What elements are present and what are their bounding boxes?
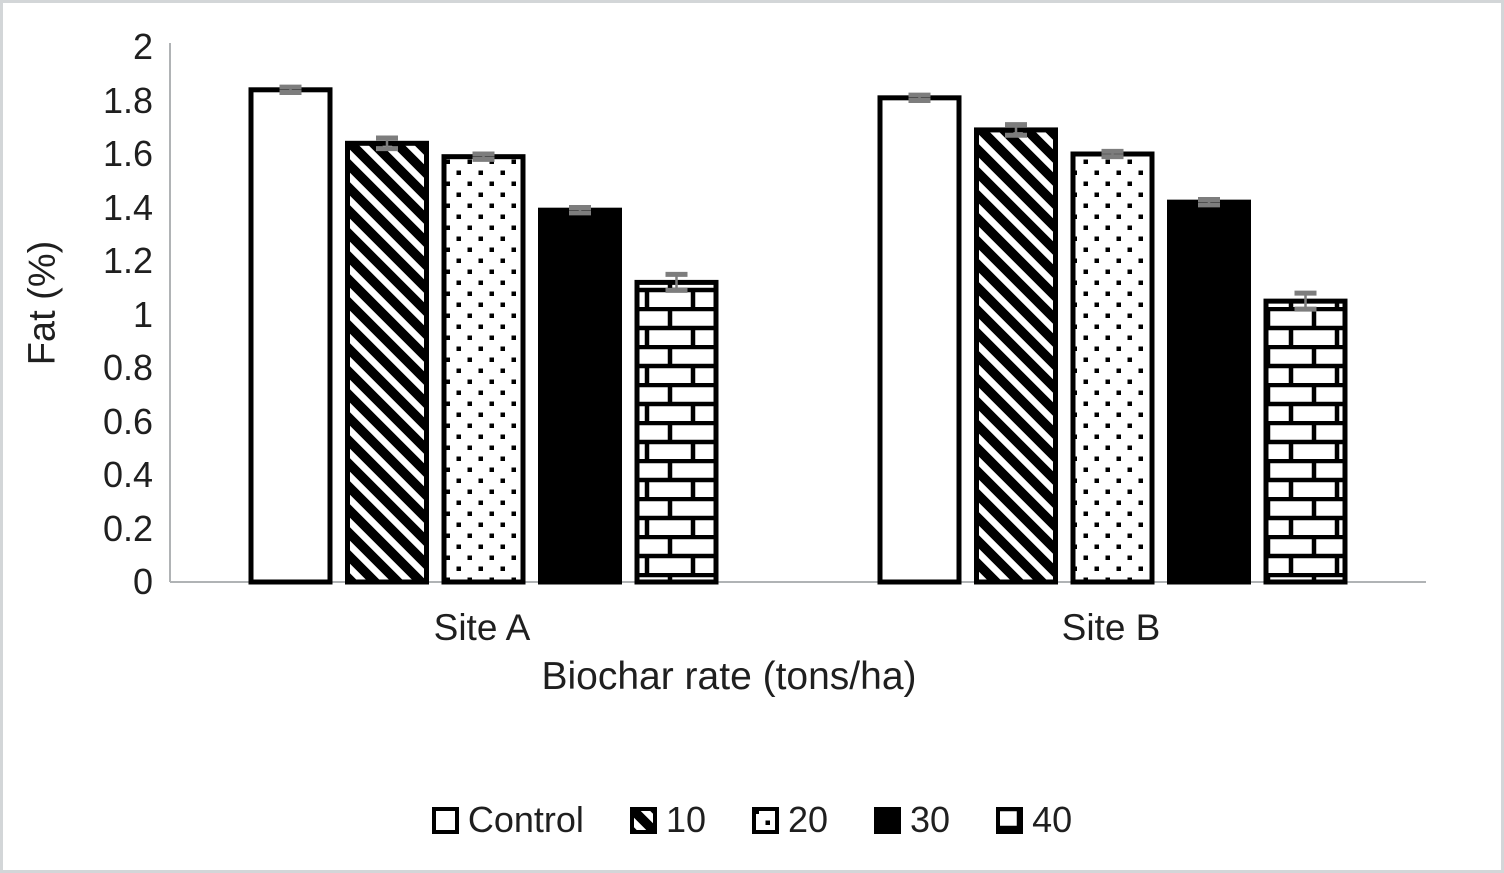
y-tick-label-0-6: 0.6 — [102, 400, 153, 442]
legend-item-30: 30 — [874, 800, 950, 840]
category-label-site-b: Site B — [1061, 607, 1161, 648]
legend-label: 40 — [1032, 799, 1073, 840]
legend-label: Control — [467, 799, 584, 840]
y-tick-label-1-2: 1.2 — [102, 240, 153, 281]
y-tick-label-1: 1 — [132, 293, 153, 335]
plot-area — [169, 43, 1426, 585]
legend-swatch-brick-icon — [996, 806, 1024, 834]
bar-site-a-10 — [345, 140, 429, 585]
y-tick-label-1-6: 1.6 — [102, 133, 153, 174]
y-tick-label-0: 0 — [132, 561, 153, 602]
legend-swatch-dots-icon — [751, 806, 779, 834]
legend-item-20: 20 — [751, 799, 829, 840]
legend-swatch-diagonal-hatch-icon — [629, 806, 657, 834]
bar-site-a-20 — [441, 154, 526, 585]
legend: Control 10 20 30 40 — [3, 800, 1501, 840]
bar-site-a-control — [248, 87, 333, 585]
legend-item-control: Control — [431, 799, 584, 840]
legend-label: 30 — [910, 799, 951, 840]
bar-site-b-20 — [1070, 151, 1155, 585]
legend-item-40: 40 — [996, 800, 1072, 840]
bar-site-a-40 — [634, 279, 719, 585]
bar-site-b-30 — [1167, 199, 1251, 585]
legend-label: 20 — [787, 799, 829, 840]
legend-item-10: 10 — [629, 799, 706, 840]
y-tick-label-1-4: 1.4 — [102, 186, 153, 228]
y-tick-label-0-4: 0.4 — [102, 454, 153, 495]
x-axis-title: Biochar rate (tons/ha) — [541, 655, 917, 698]
legend-swatch-solid-black-icon — [874, 806, 902, 834]
legend-swatch-open-white-icon — [431, 806, 459, 834]
y-tick-label-1-8: 1.8 — [102, 79, 153, 121]
bar-site-a-30 — [538, 207, 622, 585]
bar-site-b-40 — [1263, 298, 1348, 585]
legend-label: 10 — [665, 799, 706, 840]
bar-site-b-10 — [974, 127, 1058, 585]
category-label-site-a: Site A — [433, 607, 531, 648]
y-tick-label-2: 2 — [132, 26, 153, 67]
bar-site-b-control — [877, 95, 962, 585]
y-tick-label-0-8: 0.8 — [102, 347, 153, 388]
y-tick-label-0-2: 0.2 — [102, 507, 153, 549]
